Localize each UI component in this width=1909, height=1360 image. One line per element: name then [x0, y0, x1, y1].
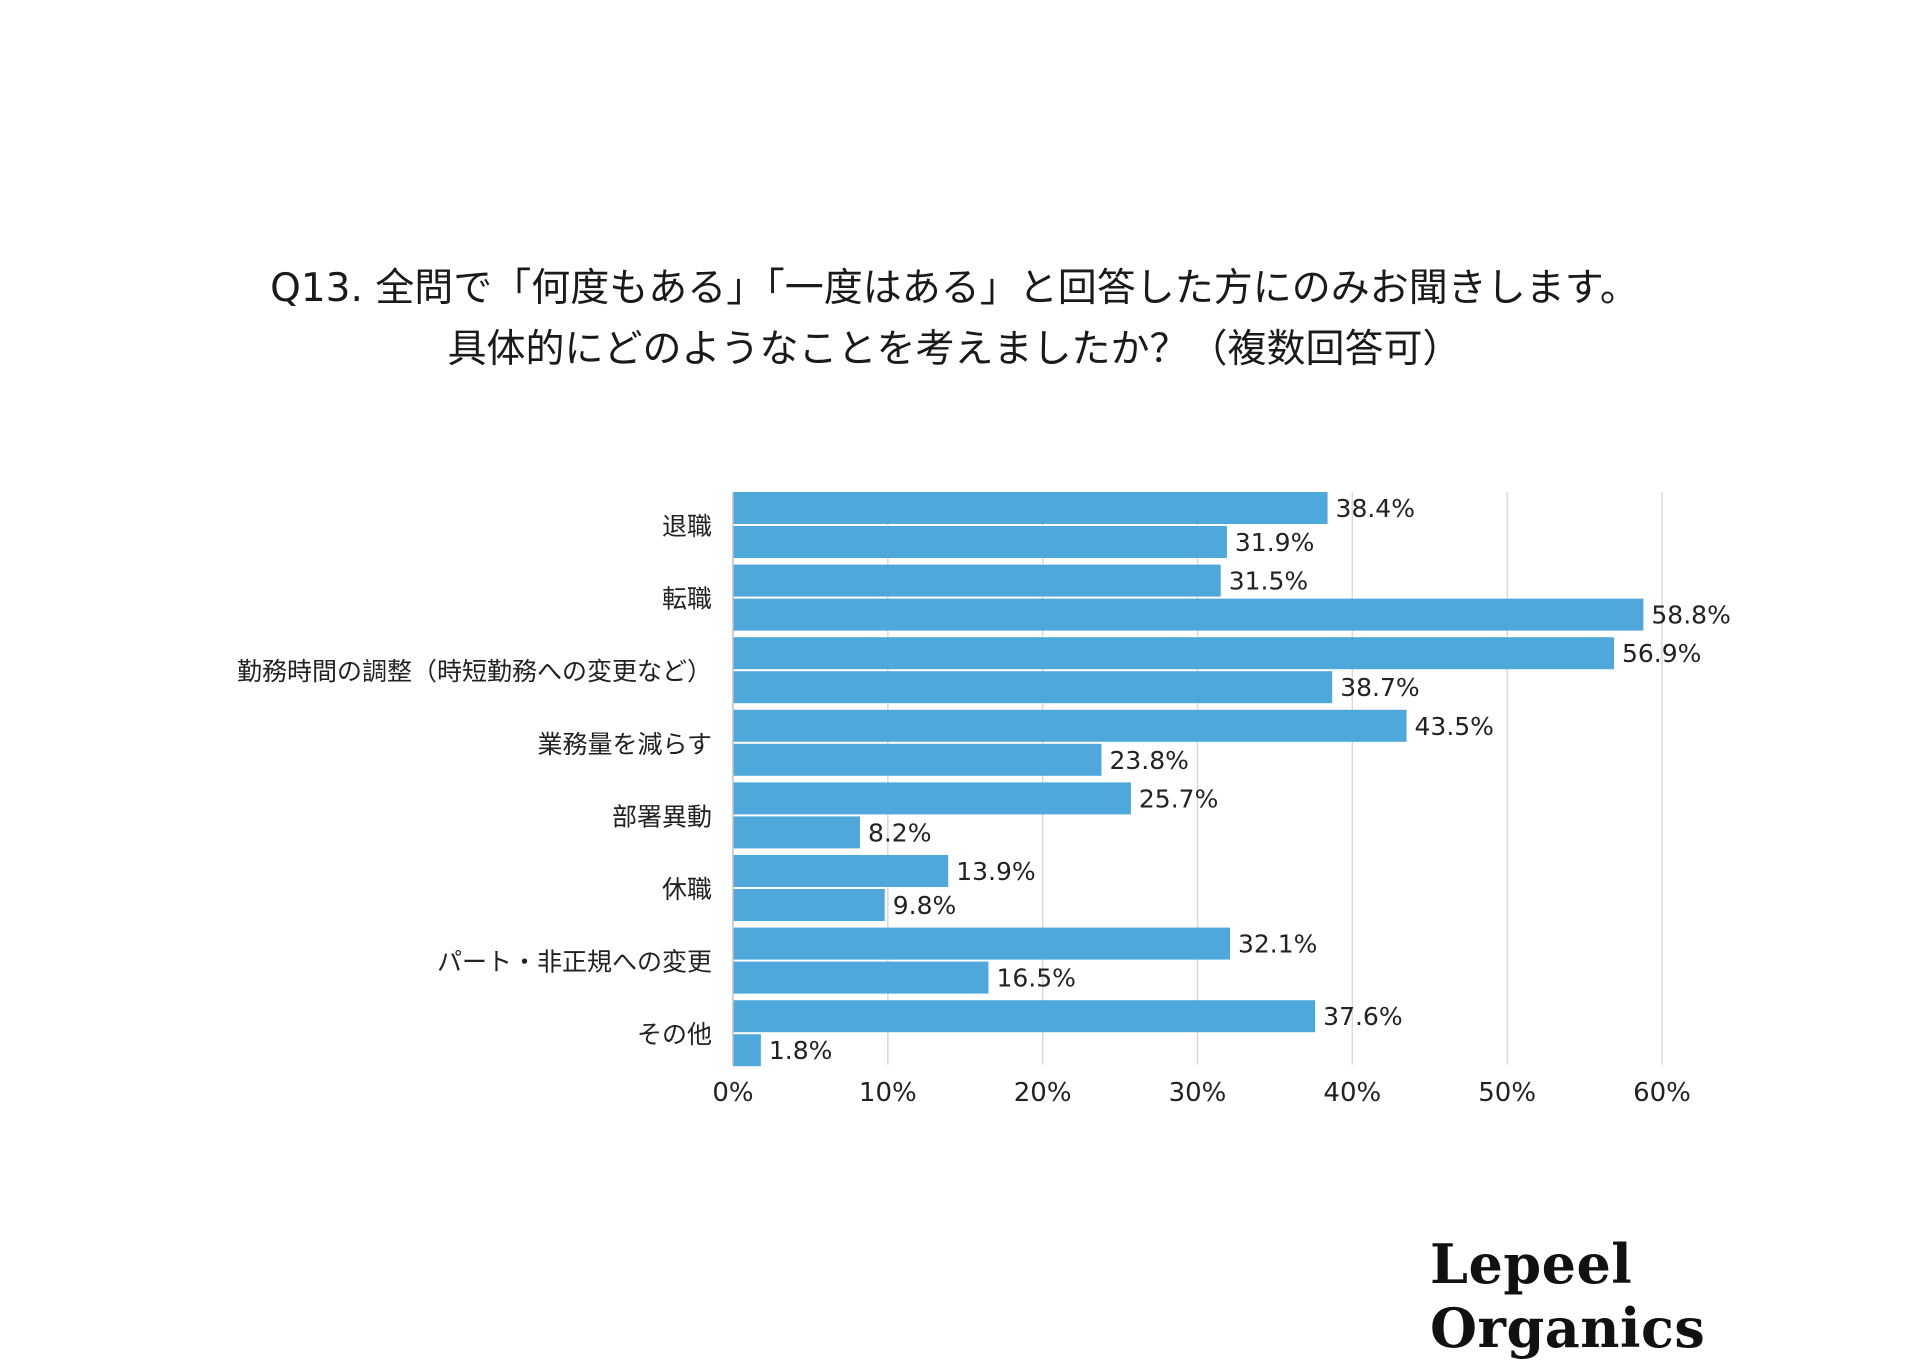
bar	[733, 855, 949, 887]
bar	[733, 782, 1131, 815]
bar	[733, 598, 1644, 631]
data-label: 37.6%	[1323, 1002, 1402, 1031]
category-label: その他	[637, 1020, 712, 1049]
bar	[733, 526, 1227, 558]
bar	[733, 709, 1407, 742]
data-label: 25.7%	[1139, 784, 1218, 813]
data-label: 38.7%	[1340, 673, 1419, 702]
x-tick-label: 60%	[1633, 1078, 1691, 1108]
data-label: 8.2%	[868, 818, 932, 847]
bar	[733, 1034, 761, 1067]
category-label: 休職	[662, 875, 712, 904]
data-label: 32.1%	[1238, 930, 1317, 959]
data-label: 1.8%	[769, 1036, 833, 1065]
x-tick-label: 20%	[1014, 1078, 1072, 1108]
data-label: 9.8%	[893, 891, 957, 920]
x-tick-label: 0%	[712, 1078, 753, 1108]
x-tick-label: 10%	[859, 1078, 917, 1108]
data-label: 13.9%	[956, 857, 1035, 886]
data-label: 23.8%	[1110, 746, 1189, 775]
bar	[733, 816, 860, 849]
category-label: 部署異動	[612, 802, 712, 831]
data-label: 31.5%	[1229, 567, 1308, 596]
category-label: 転職	[662, 585, 712, 614]
x-tick-label: 40%	[1323, 1078, 1381, 1108]
data-label: 43.5%	[1415, 712, 1494, 741]
bar	[733, 961, 989, 994]
bar	[733, 637, 1615, 670]
x-tick-label: 50%	[1478, 1078, 1536, 1108]
data-label: 38.4%	[1336, 494, 1415, 523]
bar	[733, 743, 1102, 776]
brand-logo: Lepeel Organics	[1430, 1232, 1706, 1360]
bar	[733, 564, 1221, 597]
category-label: 業務量を減らす	[537, 730, 712, 759]
bar	[733, 889, 885, 921]
category-label: 勤務時間の調整（時短勤務への変更など）	[237, 657, 712, 686]
data-label: 31.9%	[1235, 528, 1314, 557]
x-tick-label: 30%	[1169, 1078, 1227, 1108]
category-label: 退職	[662, 512, 712, 541]
bar	[733, 492, 1328, 524]
chart-title: Q13. 全問で「何度もある」「一度はある」と回答した方にのみお聞きします。 具…	[0, 258, 1909, 380]
title-line-2: 具体的にどのようなことを考えましたか？（複数回答可）	[447, 327, 1462, 372]
title-line-1: Q13. 全問で「何度もある」「一度はある」と回答した方にのみお聞きします。	[270, 266, 1639, 311]
bar	[733, 1000, 1316, 1033]
data-label: 56.9%	[1622, 639, 1701, 668]
bar	[733, 671, 1333, 704]
data-label: 58.8%	[1651, 601, 1730, 630]
data-label: 16.5%	[996, 964, 1075, 993]
bar	[733, 927, 1231, 960]
category-label: パート・非正規への変更	[437, 948, 712, 977]
